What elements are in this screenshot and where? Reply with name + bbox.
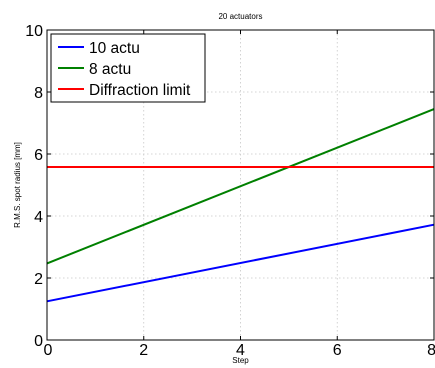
x-tick-label: 6 [333, 342, 342, 359]
y-tick-label: 10 [25, 23, 43, 40]
series-line-8-actu [46, 108, 435, 265]
y-tick-label: 6 [34, 147, 43, 164]
y-tick-label: 4 [34, 209, 43, 226]
y-tick-label: 0 [34, 333, 43, 350]
x-tick-label: 4 [236, 342, 245, 359]
legend-label: Diffraction limit [89, 82, 191, 99]
x-axis-label: Step [232, 356, 249, 365]
series-lines [46, 108, 435, 303]
y-axis-label: R.M.S. spot radius [mm] [13, 142, 22, 228]
legend: 10 actu 8 actu Diffraction limit [50, 33, 206, 103]
legend-label: 10 actu [89, 40, 140, 57]
y-tick-label: 8 [34, 85, 43, 102]
x-tick-label: 2 [139, 342, 148, 359]
chart-title: 20 actuators [218, 12, 262, 21]
x-tick-label: 0 [44, 342, 53, 359]
series-line-10-actu [46, 223, 435, 303]
axis-ticks: 0 2 4 6 8 0 2 4 6 8 10 [25, 23, 435, 359]
x-tick-label: 8 [427, 342, 435, 359]
y-tick-label: 2 [34, 271, 43, 288]
legend-label: 8 actu [89, 61, 131, 78]
